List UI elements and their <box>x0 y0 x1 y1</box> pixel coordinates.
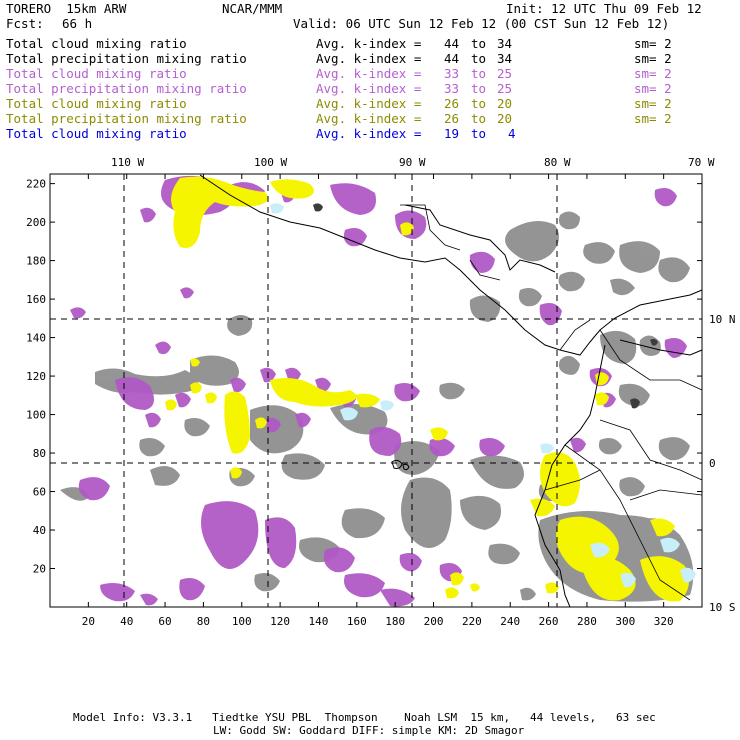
kindex-row: Avg. k-index = 26 to 20 <box>316 96 513 111</box>
fcst-label: Fcst: <box>6 16 44 31</box>
field-row: Total precipitation mixing ratio <box>6 81 247 96</box>
cloud-fields <box>60 175 696 607</box>
lon-label: 70 W <box>688 156 715 169</box>
kindex-to-label: to <box>471 126 487 141</box>
kindex-row: Avg. k-index = 19 to 4 <box>316 126 516 141</box>
kindex-from: 19 <box>444 126 460 141</box>
x-tick-label: 240 <box>500 615 520 628</box>
fcst-value: 66 h <box>62 16 93 31</box>
lon-label: 100 W <box>254 156 287 169</box>
latlon-grid <box>50 174 702 607</box>
longitude-labels: 110 W 100 W 90 W 80 W 70 W <box>111 156 715 169</box>
kindex-to-label: to <box>471 81 487 96</box>
x-tick-label: 260 <box>539 615 559 628</box>
valid-time: Valid: 06 UTC Sun 12 Feb 12 (00 CST Sun … <box>293 16 670 31</box>
kindex-row: Avg. k-index = 33 to 25 <box>316 81 513 96</box>
y-tick-label: 180 <box>26 255 46 268</box>
field-row: Total cloud mixing ratio <box>6 36 187 51</box>
field-row: Total cloud mixing ratio <box>6 96 187 111</box>
x-tick-label: 80 <box>197 615 210 628</box>
kindex-row: Avg. k-index = 44 to 34 <box>316 36 513 51</box>
smoothing: sm= 2 <box>634 96 672 111</box>
smoothing: sm= 2 <box>634 36 672 51</box>
x-tick-label: 20 <box>82 615 95 628</box>
x-tick-label: 60 <box>158 615 171 628</box>
lon-label: 80 W <box>544 156 571 169</box>
y-tick-label: 60 <box>33 486 46 499</box>
kindex-from: 44 <box>444 36 460 51</box>
kindex-to: 20 <box>497 96 513 111</box>
smoothing: sm= 2 <box>634 111 672 126</box>
borders <box>400 204 703 601</box>
smoothing: sm= 2 <box>634 66 672 81</box>
x-tick-label: 160 <box>347 615 367 628</box>
kindex-to: 20 <box>497 111 513 126</box>
x-tick-label: 320 <box>654 615 674 628</box>
smoothing: sm= 2 <box>634 51 672 66</box>
org-label: NCAR/MMM <box>222 1 283 16</box>
x-axis-ticks: 20 40 60 80 100 120 140 160 180 200 220 240 260 280 30… <box>82 174 674 628</box>
lightblue-cloud-areas <box>270 203 696 588</box>
x-tick-label: 180 <box>385 615 405 628</box>
field-row: Total precipitation mixing ratio <box>6 111 247 126</box>
x-tick-label: 140 <box>309 615 329 628</box>
x-tick-label: 300 <box>615 615 635 628</box>
dark-cloud-cores <box>313 203 658 409</box>
y-tick-label: 200 <box>26 216 46 229</box>
kindex-row: Avg. k-index = 44 to 34 <box>316 51 513 66</box>
y-tick-label: 160 <box>26 293 46 306</box>
coastlines <box>199 174 703 608</box>
kindex-to: 25 <box>497 81 513 96</box>
kindex-to: 34 <box>497 36 513 51</box>
kindex-to-label: to <box>471 111 487 126</box>
kindex-to-label: to <box>471 96 487 111</box>
lon-label: 90 W <box>399 156 426 169</box>
x-tick-label: 220 <box>462 615 482 628</box>
kindex-to-label: to <box>471 36 487 51</box>
lat-label: 0 <box>709 457 716 470</box>
y-tick-label: 40 <box>33 524 46 537</box>
x-tick-label: 280 <box>577 615 597 628</box>
kindex-to: 25 <box>497 66 513 81</box>
y-tick-label: 100 <box>26 409 46 422</box>
x-tick-label: 100 <box>232 615 252 628</box>
kindex-row: Avg. k-index = 26 to 20 <box>316 111 513 126</box>
kindex-to: 34 <box>497 51 513 66</box>
yellow-cloud-areas <box>165 176 689 602</box>
field-row: Total precipitation mixing ratio <box>6 51 247 66</box>
kindex-from: 33 <box>444 81 460 96</box>
kindex-to-label: to <box>471 51 487 66</box>
plot-frame <box>49 173 703 608</box>
kindex-to-label: to <box>471 66 487 81</box>
kindex-from: 33 <box>444 66 460 81</box>
field-row: Total cloud mixing ratio <box>6 66 187 81</box>
model-info-line1: Model Info: V3.3.1 Tiedtke YSU PBL Thomp… <box>73 711 656 724</box>
lat-label: 10 S <box>709 601 736 614</box>
y-tick-label: 140 <box>26 332 46 345</box>
y-tick-label: 20 <box>33 563 46 576</box>
field-row: Total cloud mixing ratio <box>6 126 187 141</box>
init-time: Init: 12 UTC Thu 09 Feb 12 <box>506 1 702 16</box>
model-info-line2: LW: Godd SW: Goddard DIFF: simple KM: 2D… <box>213 724 525 737</box>
smoothing: sm= 2 <box>634 81 672 96</box>
x-tick-label: 120 <box>270 615 290 628</box>
lat-label: 10 N <box>709 313 736 326</box>
kindex-to: 4 <box>508 126 516 141</box>
y-axis-ticks: 20 40 60 80 100 120 140 160 180 200 220 <box>26 178 702 576</box>
model-name: TORERO 15km ARW <box>6 1 127 16</box>
kindex-from: 26 <box>444 96 460 111</box>
y-tick-label: 80 <box>33 447 46 460</box>
y-tick-label: 220 <box>26 178 46 191</box>
lon-label: 110 W <box>111 156 144 169</box>
kindex-from: 44 <box>444 51 460 66</box>
y-tick-label: 120 <box>26 370 46 383</box>
x-tick-label: 200 <box>424 615 444 628</box>
x-tick-label: 40 <box>120 615 133 628</box>
kindex-row: Avg. k-index = 33 to 25 <box>316 66 513 81</box>
latitude-labels: 10 N 0 10 S <box>709 313 736 614</box>
kindex-from: 26 <box>444 111 460 126</box>
